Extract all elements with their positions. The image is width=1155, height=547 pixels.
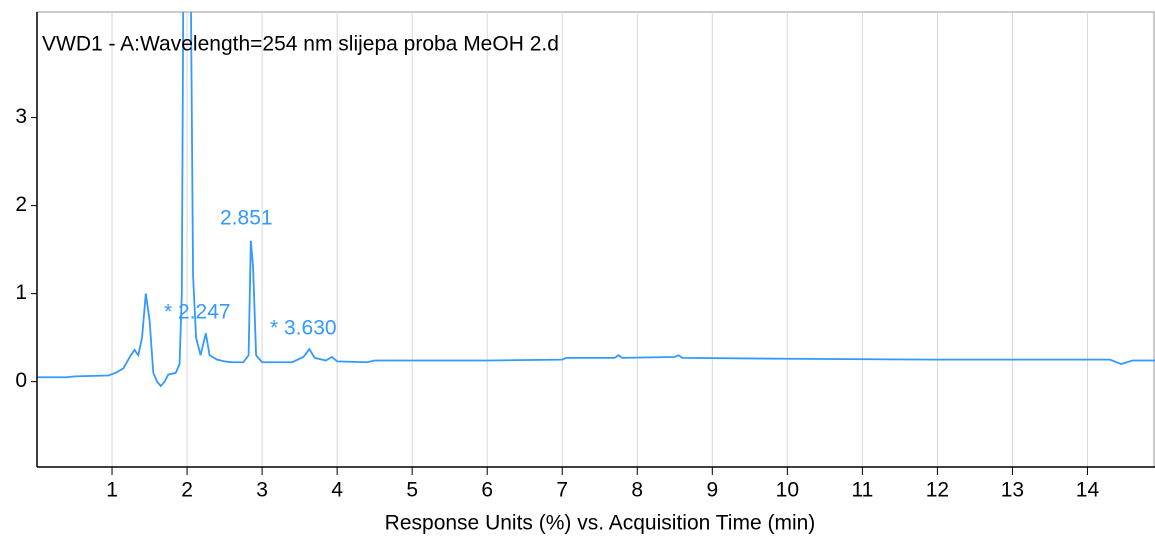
y-tick-label: 1 bbox=[15, 281, 27, 304]
x-tick-label: 8 bbox=[631, 479, 643, 502]
x-tick-label: 11 bbox=[851, 479, 873, 502]
x-tick-label: 3 bbox=[256, 479, 268, 502]
x-tick-label: 7 bbox=[556, 479, 568, 502]
x-tick-label: 14 bbox=[1076, 479, 1100, 502]
y-tick-label: 3 bbox=[15, 105, 27, 128]
x-tick-label: 1 bbox=[106, 479, 118, 502]
plot-area bbox=[36, 11, 1155, 468]
x-tick-label: 9 bbox=[706, 479, 718, 502]
annotation: * 3.630 bbox=[270, 317, 337, 340]
y-tick-label: 2 bbox=[15, 193, 27, 216]
x-tick-label: 4 bbox=[331, 479, 343, 502]
x-tick-label: 12 bbox=[926, 479, 949, 502]
y-tick-label: 0 bbox=[15, 369, 27, 392]
x-tick-label: 2 bbox=[181, 479, 193, 502]
annotation: * 2.247 bbox=[164, 301, 231, 324]
x-tick-label: 13 bbox=[1001, 479, 1024, 502]
x-axis-label: Response Units (%) vs. Acquisition Time … bbox=[385, 512, 816, 535]
series-line bbox=[37, 12, 1155, 388]
chart-title: VWD1 - A:Wavelength=254 nm slijepa proba… bbox=[42, 33, 559, 56]
annotation: 2.851 bbox=[220, 207, 273, 230]
x-tick-label: 5 bbox=[406, 479, 418, 502]
x-tick-label: 6 bbox=[481, 479, 493, 502]
x-tick-label: 10 bbox=[776, 479, 799, 502]
